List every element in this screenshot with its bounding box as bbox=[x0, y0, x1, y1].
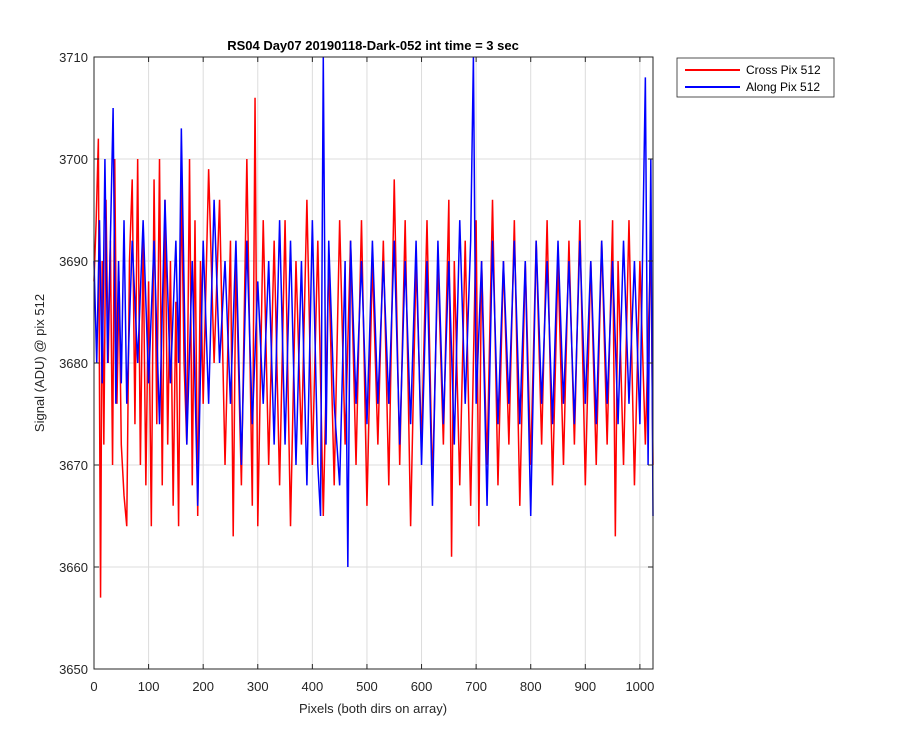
x-tick-label: 800 bbox=[520, 679, 542, 694]
series-lines bbox=[93, 56, 654, 598]
x-tick-label: 100 bbox=[138, 679, 160, 694]
series-line-along-pix-512 bbox=[93, 56, 654, 568]
y-tick-label: 3670 bbox=[59, 458, 88, 473]
y-tick-label: 3680 bbox=[59, 356, 88, 371]
y-tick-label: 3700 bbox=[59, 152, 88, 167]
y-tick-label: 3660 bbox=[59, 560, 88, 575]
x-tick-label: 300 bbox=[247, 679, 269, 694]
x-tick-label: 600 bbox=[411, 679, 433, 694]
y-tick-label: 3690 bbox=[59, 254, 88, 269]
legend-label-along-pix-512: Along Pix 512 bbox=[746, 80, 820, 94]
legend: Cross Pix 512 Along Pix 512 bbox=[676, 57, 835, 98]
x-tick-label: 200 bbox=[192, 679, 214, 694]
x-axis-label: Pixels (both dirs on array) bbox=[299, 701, 447, 716]
x-tick-label: 700 bbox=[465, 679, 487, 694]
axis-ticks: 0 100 200 300 400 500 600 700 800 900 1000 3650 3660… bbox=[59, 50, 654, 694]
x-tick-label: 0 bbox=[90, 679, 97, 694]
x-tick-label: 500 bbox=[356, 679, 378, 694]
y-tick-label: 3710 bbox=[59, 50, 88, 65]
legend-box bbox=[676, 57, 835, 98]
y-tick-label: 3650 bbox=[59, 662, 88, 677]
y-axis-label: Signal (ADU) @ pix 512 bbox=[32, 294, 47, 432]
chart-title: RS04 Day07 20190118-Dark-052 int time = … bbox=[227, 38, 519, 53]
legend-label-cross-pix-512: Cross Pix 512 bbox=[746, 63, 821, 77]
x-tick-label: 1000 bbox=[625, 679, 654, 694]
x-tick-label: 900 bbox=[574, 679, 596, 694]
x-tick-label: 400 bbox=[302, 679, 324, 694]
